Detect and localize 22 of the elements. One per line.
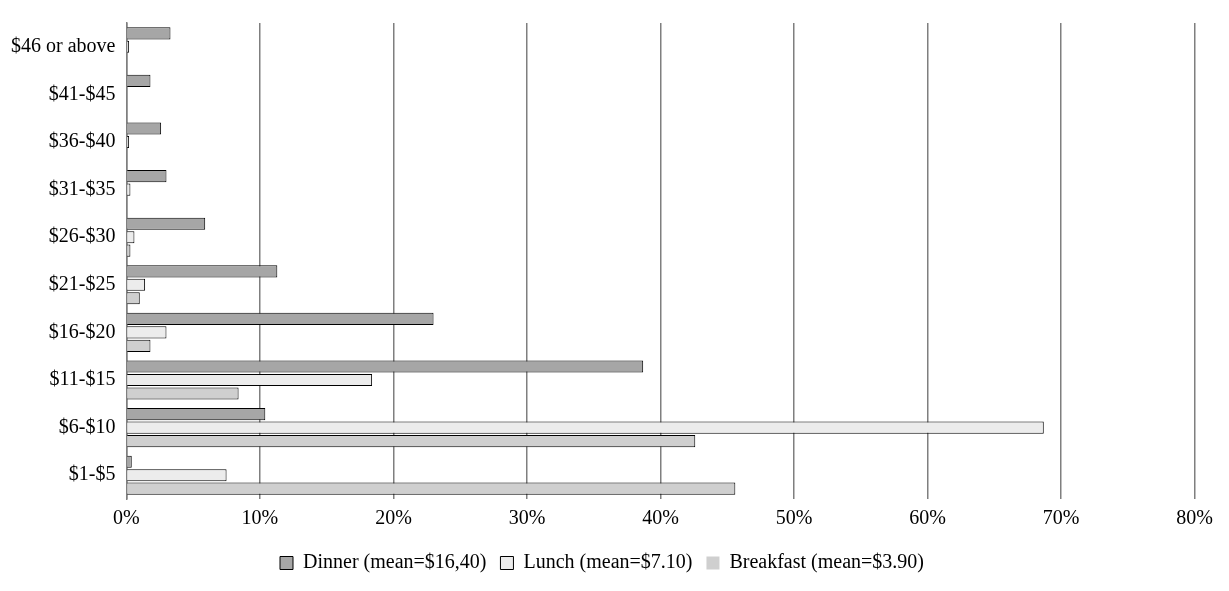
x-tick-label: 40% <box>642 506 679 529</box>
y-tick-label: $31-$35 <box>48 176 116 199</box>
x-tick-label: 30% <box>508 506 546 529</box>
y-tick-label: $41-$45 <box>48 81 116 104</box>
y-tick-label: $11-$15 <box>49 367 116 390</box>
x-tick-label: 70% <box>1042 506 1080 529</box>
x-tick-label: 20% <box>375 506 412 529</box>
legend-label: Dinner (mean=$16,40) <box>303 550 487 574</box>
legend-label: Breakfast (mean=$3.90) <box>729 550 924 574</box>
x-tick-label: 60% <box>909 506 946 529</box>
y-tick-label: $26-$30 <box>48 224 116 247</box>
x-tick-label: 80% <box>1176 506 1214 529</box>
x-tick-label: 10% <box>241 506 279 529</box>
y-tick-label: $36-$40 <box>48 129 116 152</box>
x-tick-label: 0% <box>113 506 140 529</box>
y-tick-label: $1-$5 <box>68 462 116 485</box>
y-tick-label: $16-$20 <box>48 319 116 342</box>
y-tick-label: $21-$25 <box>48 272 116 295</box>
legend-label: Lunch (mean=$7.10) <box>523 550 693 574</box>
x-tick-label: 50% <box>775 506 813 529</box>
y-tick-label: $46 or above <box>10 34 116 57</box>
y-tick-label: $6-$10 <box>58 414 116 437</box>
